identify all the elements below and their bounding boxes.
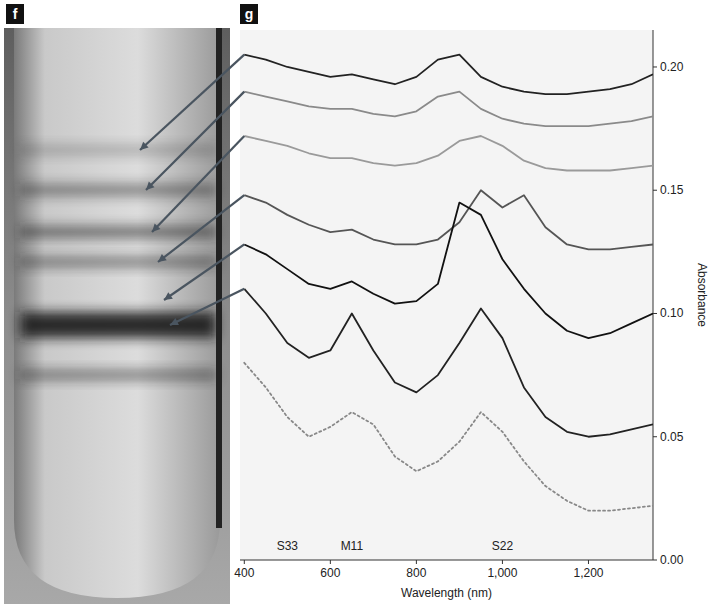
y-tick-label: 0.20: [660, 60, 684, 74]
photo-ground: [4, 28, 230, 604]
connector: [170, 289, 244, 325]
spectrum-line: [244, 55, 653, 94]
x-axis-title: Wavelength (nm): [401, 586, 492, 600]
connector: [152, 136, 244, 232]
y-tick: [653, 436, 657, 437]
y-axis-title: Absorbance: [695, 263, 709, 327]
spectrum-line: [244, 92, 653, 127]
connectors: [140, 55, 244, 325]
arrowhead: [170, 318, 179, 325]
arrowhead: [164, 292, 173, 300]
x-tick-label: 600: [320, 566, 340, 580]
y-tick-label: 0.00: [660, 553, 684, 567]
arrowhead: [146, 182, 154, 190]
plot: 400 600 800 1,000 1,200 Wavelength (nm) 0.00 0.…: [234, 30, 708, 600]
y-tick-label: 0.05: [660, 430, 684, 444]
x-axis-line: [240, 560, 653, 561]
connector: [158, 195, 244, 262]
connector: [164, 244, 244, 300]
x-tick-label: 400: [234, 566, 254, 580]
arrowhead: [152, 223, 160, 232]
panel-letter: g: [245, 6, 254, 22]
plot-area: [240, 30, 653, 560]
figure: f g 400 600 800 1,000 1,200 Wavelength (nm) 0.00…: [0, 0, 718, 609]
y-tick: [653, 560, 657, 561]
annotation: M11: [341, 539, 364, 553]
band: [20, 370, 216, 380]
x-tick: [244, 560, 245, 564]
x-tick-label: 1,000: [487, 566, 517, 580]
x-tick: [502, 560, 503, 564]
panel-letter-box: [6, 4, 24, 24]
x-tick-label: 1,200: [573, 566, 603, 580]
y-tick: [653, 190, 657, 191]
connector: [140, 55, 244, 150]
y-tick-label: 0.15: [660, 183, 684, 197]
y-tick-label: 0.10: [660, 306, 684, 320]
spectrum-line: [244, 136, 653, 171]
annotation: S33: [277, 539, 299, 553]
panel-letter-box: [240, 4, 258, 24]
arrowhead: [140, 142, 149, 150]
arrowhead: [158, 254, 167, 262]
band: [20, 226, 216, 238]
annotation: S22: [492, 539, 514, 553]
tube-photo: [4, 28, 230, 604]
tube: [14, 28, 220, 598]
y-tick: [653, 66, 657, 67]
band: [20, 257, 216, 267]
tube-wall: [216, 28, 222, 528]
background: [0, 0, 718, 609]
x-tick: [416, 560, 417, 564]
spectrum-line: [244, 203, 653, 339]
panel-letter: f: [13, 6, 18, 22]
y-tick: [653, 313, 657, 314]
connector: [146, 92, 244, 190]
x-tick: [588, 560, 589, 564]
curves: [244, 55, 653, 511]
x-tick-label: 800: [406, 566, 426, 580]
spectrum-line: [244, 289, 653, 437]
band: [20, 184, 216, 196]
y-axis-line: [653, 30, 654, 560]
x-tick: [330, 560, 331, 564]
spectrum-line: [244, 363, 653, 511]
